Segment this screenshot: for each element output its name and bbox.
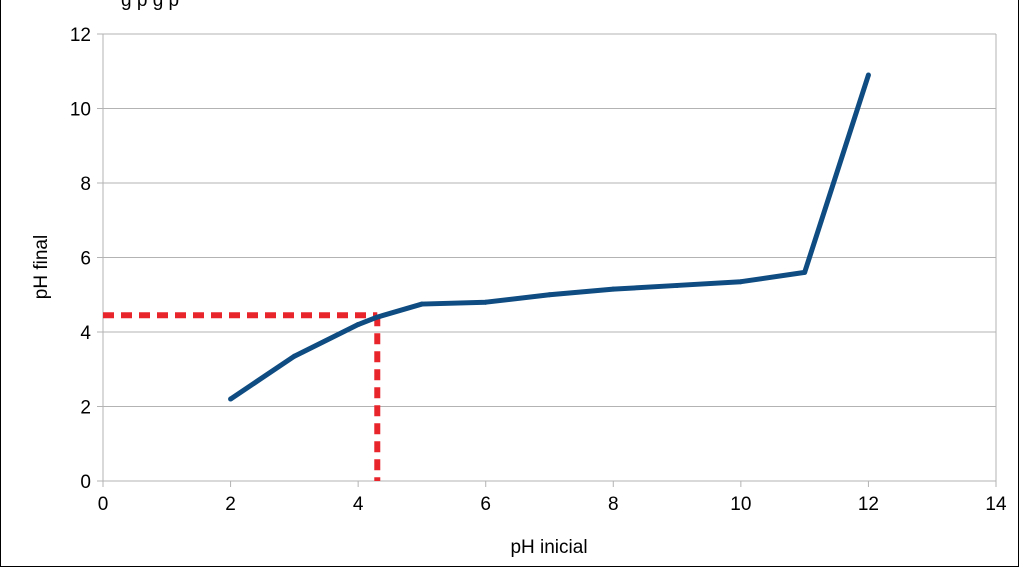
x-tick-label-4: 8 [608,494,619,515]
x-axis-title: pH inicial [510,537,587,558]
data-point-0-7 [611,287,616,292]
y-tick-label-4: 8 [80,174,91,195]
x-tick-label-2: 4 [353,494,364,515]
data-point-0-9 [738,279,743,284]
y-tick-label-0: 0 [80,472,91,493]
data-point-0-11 [866,72,871,77]
x-tick-label-7: 14 [985,494,1007,515]
y-axis-title: pH final [31,235,52,299]
data-point-0-3 [375,315,380,320]
x-tick-label-1: 2 [225,494,236,515]
x-tick-label-3: 6 [480,494,491,515]
data-point-0-10 [802,270,807,275]
y-tick-label-2: 4 [80,323,91,344]
x-tick-labels: 0 2 4 6 8 10 12 14 [98,494,1007,515]
x-tick-label-5: 10 [730,494,751,515]
data-point-0-0 [228,397,233,402]
data-point-0-6 [547,292,552,297]
y-tick-labels: 0 2 4 6 8 10 12 [70,25,92,493]
x-tick-label-0: 0 [98,494,109,515]
data-point-0-5 [483,300,488,305]
data-point-0-4 [419,302,424,307]
data-point-0-8 [675,283,680,288]
top-caption: g p g p [121,0,179,11]
y-tick-label-5: 10 [70,100,91,121]
y-tick-label-6: 12 [70,25,91,46]
data-point-0-2 [356,322,361,327]
y-tick-label-1: 2 [80,398,91,419]
x-tick-label-6: 12 [858,494,879,515]
data-point-0-1 [292,354,297,359]
y-tick-label-3: 6 [80,249,91,270]
